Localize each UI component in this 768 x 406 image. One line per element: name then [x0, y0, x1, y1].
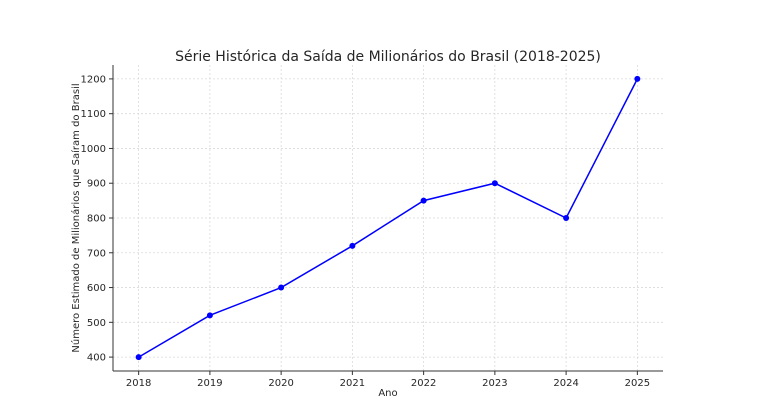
y-axis-ticks: 400 500 600 700 800 900 1000 1100 1200 [81, 74, 113, 364]
x-axis-ticks: 2018 2019 2020 2021 2022 2023 2024 2025 [126, 371, 650, 389]
x-tick-label: 2024 [553, 378, 578, 389]
x-axis-label: Ano [378, 388, 397, 399]
data-point-marker [206, 312, 213, 319]
y-tick-label: 1100 [81, 109, 106, 120]
series-line [138, 78, 639, 358]
y-tick-label: 600 [87, 283, 106, 294]
y-tick-label: 900 [87, 179, 106, 190]
y-axis-label: Número Estimado de Milionários que Saíra… [70, 83, 82, 352]
data-point-marker [420, 197, 427, 204]
x-tick-label: 2022 [411, 378, 436, 389]
y-tick-label: 700 [87, 248, 106, 259]
data-series [135, 75, 641, 361]
x-tick-label: 2019 [197, 378, 222, 389]
x-tick-label: 2018 [126, 378, 151, 389]
chart-title: Série Histórica da Saída de Milionários … [175, 49, 601, 65]
y-tick-label: 400 [87, 353, 106, 364]
axes [112, 65, 663, 372]
data-point-marker [278, 284, 285, 291]
x-tick-label: 2020 [268, 378, 293, 389]
data-point-marker [135, 354, 142, 361]
grid-lines [113, 65, 663, 371]
data-point-marker [563, 215, 570, 221]
x-tick-label: 2021 [340, 378, 365, 389]
y-tick-label: 500 [87, 318, 106, 329]
x-tick-label: 2023 [482, 378, 507, 389]
x-tick-label: 2025 [625, 378, 650, 389]
y-tick-label: 1000 [81, 144, 106, 155]
data-point-marker [349, 242, 356, 249]
y-tick-label: 800 [87, 214, 106, 225]
y-tick-label: 1200 [81, 74, 106, 85]
data-point-marker [491, 180, 498, 187]
data-point-marker [634, 75, 641, 82]
